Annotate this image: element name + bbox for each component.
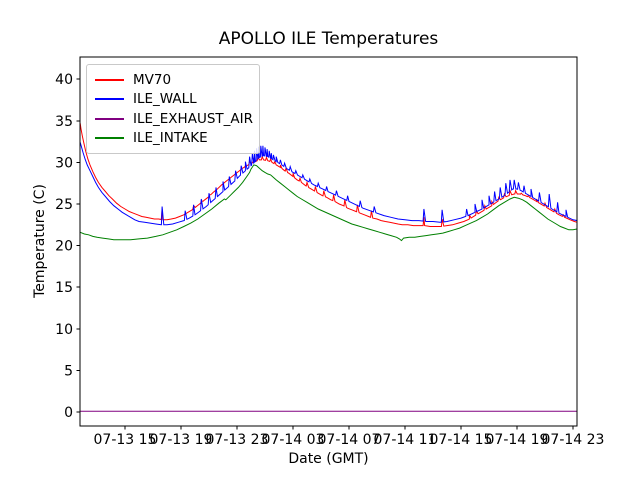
y-tick-label: 20 [55, 239, 73, 255]
x-tick-label: 07-13 23 [206, 432, 269, 448]
legend: MV70 ILE_WALL ILE_EXHAUST_AIR ILE_INTAKE [86, 64, 260, 154]
y-tick-label: 10 [55, 322, 73, 338]
y-axis-label: Temperature (C) [32, 184, 48, 298]
legend-label: MV70 [133, 71, 172, 88]
legend-item-mv70: MV70 [95, 70, 253, 90]
x-tick-label: 07-13 15 [94, 432, 157, 448]
x-tick-label: 07-14 03 [262, 432, 325, 448]
legend-label: ILE_WALL [133, 91, 197, 108]
x-tick-label: 07-13 19 [150, 432, 213, 448]
series-line-ile-wall [80, 142, 577, 226]
x-tick-label: 07-14 23 [542, 432, 605, 448]
y-tick-label: 15 [55, 280, 73, 296]
y-tick-label: 35 [55, 114, 73, 130]
chart-title: APOLLO ILE Temperatures [218, 29, 439, 49]
x-tick-label: 07-14 11 [374, 432, 437, 448]
y-tick-label: 30 [55, 155, 73, 171]
legend-line-sample-ile-intake [95, 137, 124, 140]
legend-line-sample-mv70 [95, 78, 124, 81]
y-tick-label: 5 [64, 363, 73, 379]
legend-label: ILE_EXHAUST_AIR [133, 110, 253, 127]
plot-border [79, 56, 578, 427]
x-tick-label: 07-14 19 [486, 432, 549, 448]
x-tick-label: 07-14 07 [318, 432, 381, 448]
legend-label: ILE_INTAKE [133, 130, 208, 147]
y-tick-label: 25 [55, 197, 73, 213]
legend-item-ile-intake: ILE_INTAKE [95, 129, 253, 149]
series-line-ile-intake [80, 164, 577, 242]
legend-item-ile-wall: ILE_WALL [95, 90, 253, 110]
x-axis-label: Date (GMT) [288, 451, 369, 467]
legend-item-ile-exhaust-air: ILE_EXHAUST_AIR [95, 109, 253, 129]
y-tick-label: 0 [64, 405, 73, 421]
legend-line-sample-ile-exhaust-air [95, 117, 124, 120]
x-tick-label: 07-14 15 [430, 432, 493, 448]
y-tick-label: 40 [55, 72, 73, 88]
legend-line-sample-ile-wall [95, 98, 124, 101]
